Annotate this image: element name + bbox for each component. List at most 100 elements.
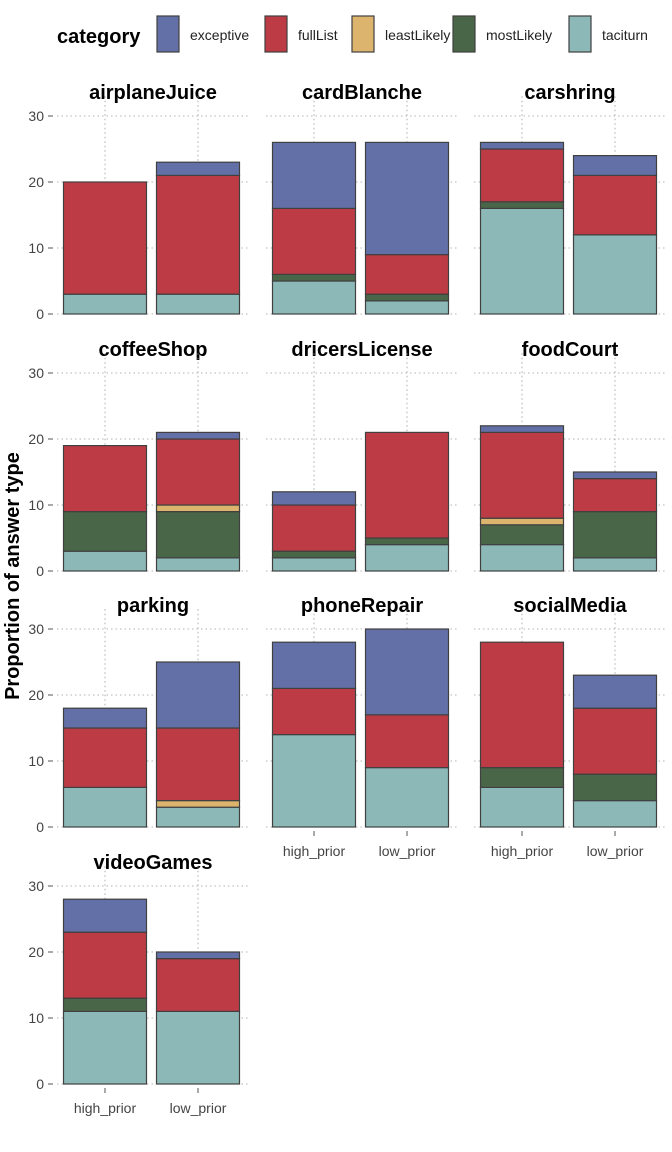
panel-title: cardBlanche xyxy=(302,82,422,104)
legend-label-mostLikely: mostLikely xyxy=(486,27,552,43)
bar-segment-low_prior-exceptive xyxy=(155,431,241,440)
y-tick-label: 30 xyxy=(28,878,44,894)
y-tick-label: 10 xyxy=(28,497,44,513)
bar-segment-low_prior-fullList xyxy=(155,438,241,506)
bar-segment-low_prior-fullList xyxy=(364,714,450,769)
bar-segment-low_prior-exceptive xyxy=(364,628,450,716)
bar-segment-low_prior-taciturn xyxy=(155,806,241,828)
panel-foodCourt: foodCourt xyxy=(474,339,666,572)
bar-segment-low_prior-taciturn xyxy=(364,300,450,315)
bar-segment-high_prior-mostLikely xyxy=(479,766,565,788)
x-tick-label-high_prior: high_prior xyxy=(283,843,346,859)
panel-socialMedia: socialMedia high_prior low_prior xyxy=(474,595,666,859)
legend-swatch-taciturn xyxy=(568,15,592,53)
bar-segment-high_prior-taciturn xyxy=(271,733,357,828)
bar-segment-low_prior-fullList xyxy=(155,727,241,802)
bar-segment-high_prior-exceptive xyxy=(271,141,357,209)
bar-segment-high_prior-leastLikely xyxy=(479,517,565,526)
panel-carshring: carshring xyxy=(474,82,666,315)
panel-title: coffeeShop xyxy=(99,339,208,361)
bar-segment-low_prior-exceptive xyxy=(572,674,658,709)
bar-segment-low_prior-taciturn xyxy=(572,234,658,315)
panel-phoneRepair: phoneRepair high_prior low_prior xyxy=(266,595,458,859)
bar-segment-high_prior-taciturn xyxy=(62,550,148,572)
y-tick-label: 20 xyxy=(28,944,44,960)
bar-segment-high_prior-mostLikely xyxy=(271,550,357,559)
bar-segment-high_prior-exceptive xyxy=(271,491,357,506)
bar-segment-high_prior-exceptive xyxy=(479,425,565,433)
bar-segment-low_prior-mostLikely xyxy=(155,511,241,559)
legend-swatch-mostLikely xyxy=(452,15,476,53)
y-tick-label: 20 xyxy=(28,431,44,447)
bar-segment-high_prior-fullList xyxy=(62,445,148,513)
panel-title: airplaneJuice xyxy=(89,82,217,104)
bar-segment-low_prior-exceptive xyxy=(572,471,658,480)
panel-parking: parking 0 10 20 30 xyxy=(28,595,249,835)
bar-segment-high_prior-exceptive xyxy=(62,898,148,933)
bar-segment-high_prior-mostLikely xyxy=(479,201,565,210)
bar-segment-low_prior-taciturn xyxy=(155,557,241,572)
bar-segment-high_prior-taciturn xyxy=(62,1010,148,1085)
bar-segment-high_prior-mostLikely xyxy=(479,524,565,546)
bar-segment-high_prior-fullList xyxy=(62,181,148,295)
bar-segment-high_prior-fullList xyxy=(271,504,357,552)
bar-segment-low_prior-exceptive xyxy=(155,161,241,176)
panel-videoGames: videoGames 0 10 20 30 high_prior low_prior xyxy=(28,852,249,1116)
bar-segment-high_prior-fullList xyxy=(62,727,148,789)
bar-segment-low_prior-taciturn xyxy=(572,557,658,572)
legend-swatch-fullList xyxy=(264,15,288,53)
bar-segment-high_prior-mostLikely xyxy=(62,511,148,552)
bar-segment-low_prior-leastLikely xyxy=(155,504,241,513)
bar-segment-low_prior-taciturn xyxy=(155,1010,241,1085)
bar-segment-high_prior-taciturn xyxy=(479,207,565,315)
y-axis-title: Proportion of answer type xyxy=(2,452,24,700)
bar-segment-high_prior-taciturn xyxy=(479,786,565,828)
y-tick-label: 0 xyxy=(36,819,44,835)
y-tick-label: 0 xyxy=(36,1076,44,1092)
bar-segment-high_prior-fullList xyxy=(271,687,357,736)
x-tick-label-low_prior: low_prior xyxy=(379,843,436,859)
bar-segment-high_prior-taciturn xyxy=(271,280,357,315)
legend-label-exceptive: exceptive xyxy=(190,27,249,43)
y-tick-label: 20 xyxy=(28,174,44,190)
panel-title: parking xyxy=(117,595,189,617)
bar-segment-high_prior-exceptive xyxy=(62,707,148,729)
bar-segment-high_prior-taciturn xyxy=(479,543,565,572)
panel-coffeeShop: coffeeShop 0 10 20 30 xyxy=(28,339,249,579)
bar-segment-low_prior-fullList xyxy=(572,707,658,775)
panel-airplaneJuice: airplaneJuice 0 10 20 30 xyxy=(28,82,249,322)
bar-segment-low_prior-mostLikely xyxy=(572,773,658,802)
y-tick-label: 20 xyxy=(28,687,44,703)
panel-title: carshring xyxy=(524,82,615,104)
legend-label-fullList: fullList xyxy=(298,27,338,43)
bar-segment-low_prior-taciturn xyxy=(155,293,241,315)
bar-segment-low_prior-fullList xyxy=(155,174,241,295)
bar-segment-high_prior-fullList xyxy=(479,641,565,769)
bar-segment-low_prior-taciturn xyxy=(572,799,658,828)
bar-segment-low_prior-exceptive xyxy=(572,155,658,177)
bar-segment-low_prior-mostLikely xyxy=(572,511,658,559)
legend-label-leastLikely: leastLikely xyxy=(385,27,450,43)
bar-segment-high_prior-fullList xyxy=(62,931,148,999)
bar-segment-low_prior-leastLikely xyxy=(155,799,241,808)
bar-segment-low_prior-fullList xyxy=(364,431,450,539)
y-tick-label: 10 xyxy=(28,1010,44,1026)
bar-segment-low_prior-fullList xyxy=(155,957,241,1012)
bar-segment-low_prior-exceptive xyxy=(155,661,241,729)
bar-segment-low_prior-exceptive xyxy=(364,141,450,256)
y-tick-label: 10 xyxy=(28,240,44,256)
x-tick-label-high_prior: high_prior xyxy=(491,843,554,859)
bar-segment-low_prior-mostLikely xyxy=(364,293,450,302)
x-tick-label-low_prior: low_prior xyxy=(170,1100,227,1116)
y-tick-label: 30 xyxy=(28,365,44,381)
bar-segment-low_prior-mostLikely xyxy=(364,537,450,546)
y-tick-label: 30 xyxy=(28,621,44,637)
bar-segment-high_prior-taciturn xyxy=(271,557,357,572)
legend: category exceptive fullList leastLikely mos… xyxy=(57,15,648,53)
legend-swatch-exceptive xyxy=(156,15,180,53)
bar-segment-high_prior-fullList xyxy=(479,431,565,519)
bar-segment-high_prior-exceptive xyxy=(479,141,565,150)
bar-segment-high_prior-fullList xyxy=(479,148,565,203)
y-tick-label: 0 xyxy=(36,306,44,322)
